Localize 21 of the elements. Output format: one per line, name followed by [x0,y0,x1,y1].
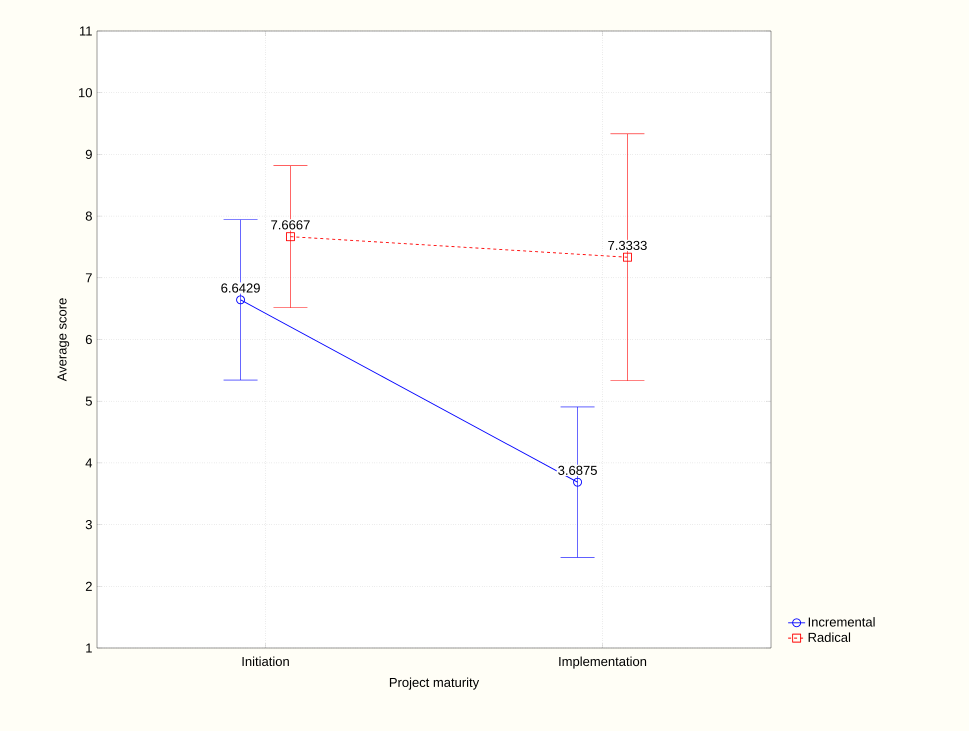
y-tick-label: 9 [86,150,92,159]
y-tick-label: 4 [86,458,92,468]
y-tick-label: 3 [86,520,92,530]
data-label: 7.3333 [608,240,647,250]
y-tick-label: 1 [86,644,92,652]
y-axis-title: Average score [58,298,70,382]
y-tick-label: 5 [86,396,92,406]
y-tick-label: 6 [86,334,92,344]
y-tick-label: 7 [86,273,92,282]
legend-label: Radical [808,632,850,642]
legend-label: Incremental [808,617,875,627]
x-tick-label: Implementation [559,656,646,669]
y-tick-label: 8 [86,211,92,221]
x-tick-label: Initiation [242,656,289,666]
x-axis-title: Project maturity [390,678,480,690]
data-label: 7.6667 [271,220,310,230]
data-label: 3.6875 [558,466,597,475]
y-tick-label: 10 [78,88,92,98]
data-label: 6.6429 [221,283,260,293]
y-tick-label: 2 [86,582,92,591]
y-tick-label: 11 [80,26,92,36]
